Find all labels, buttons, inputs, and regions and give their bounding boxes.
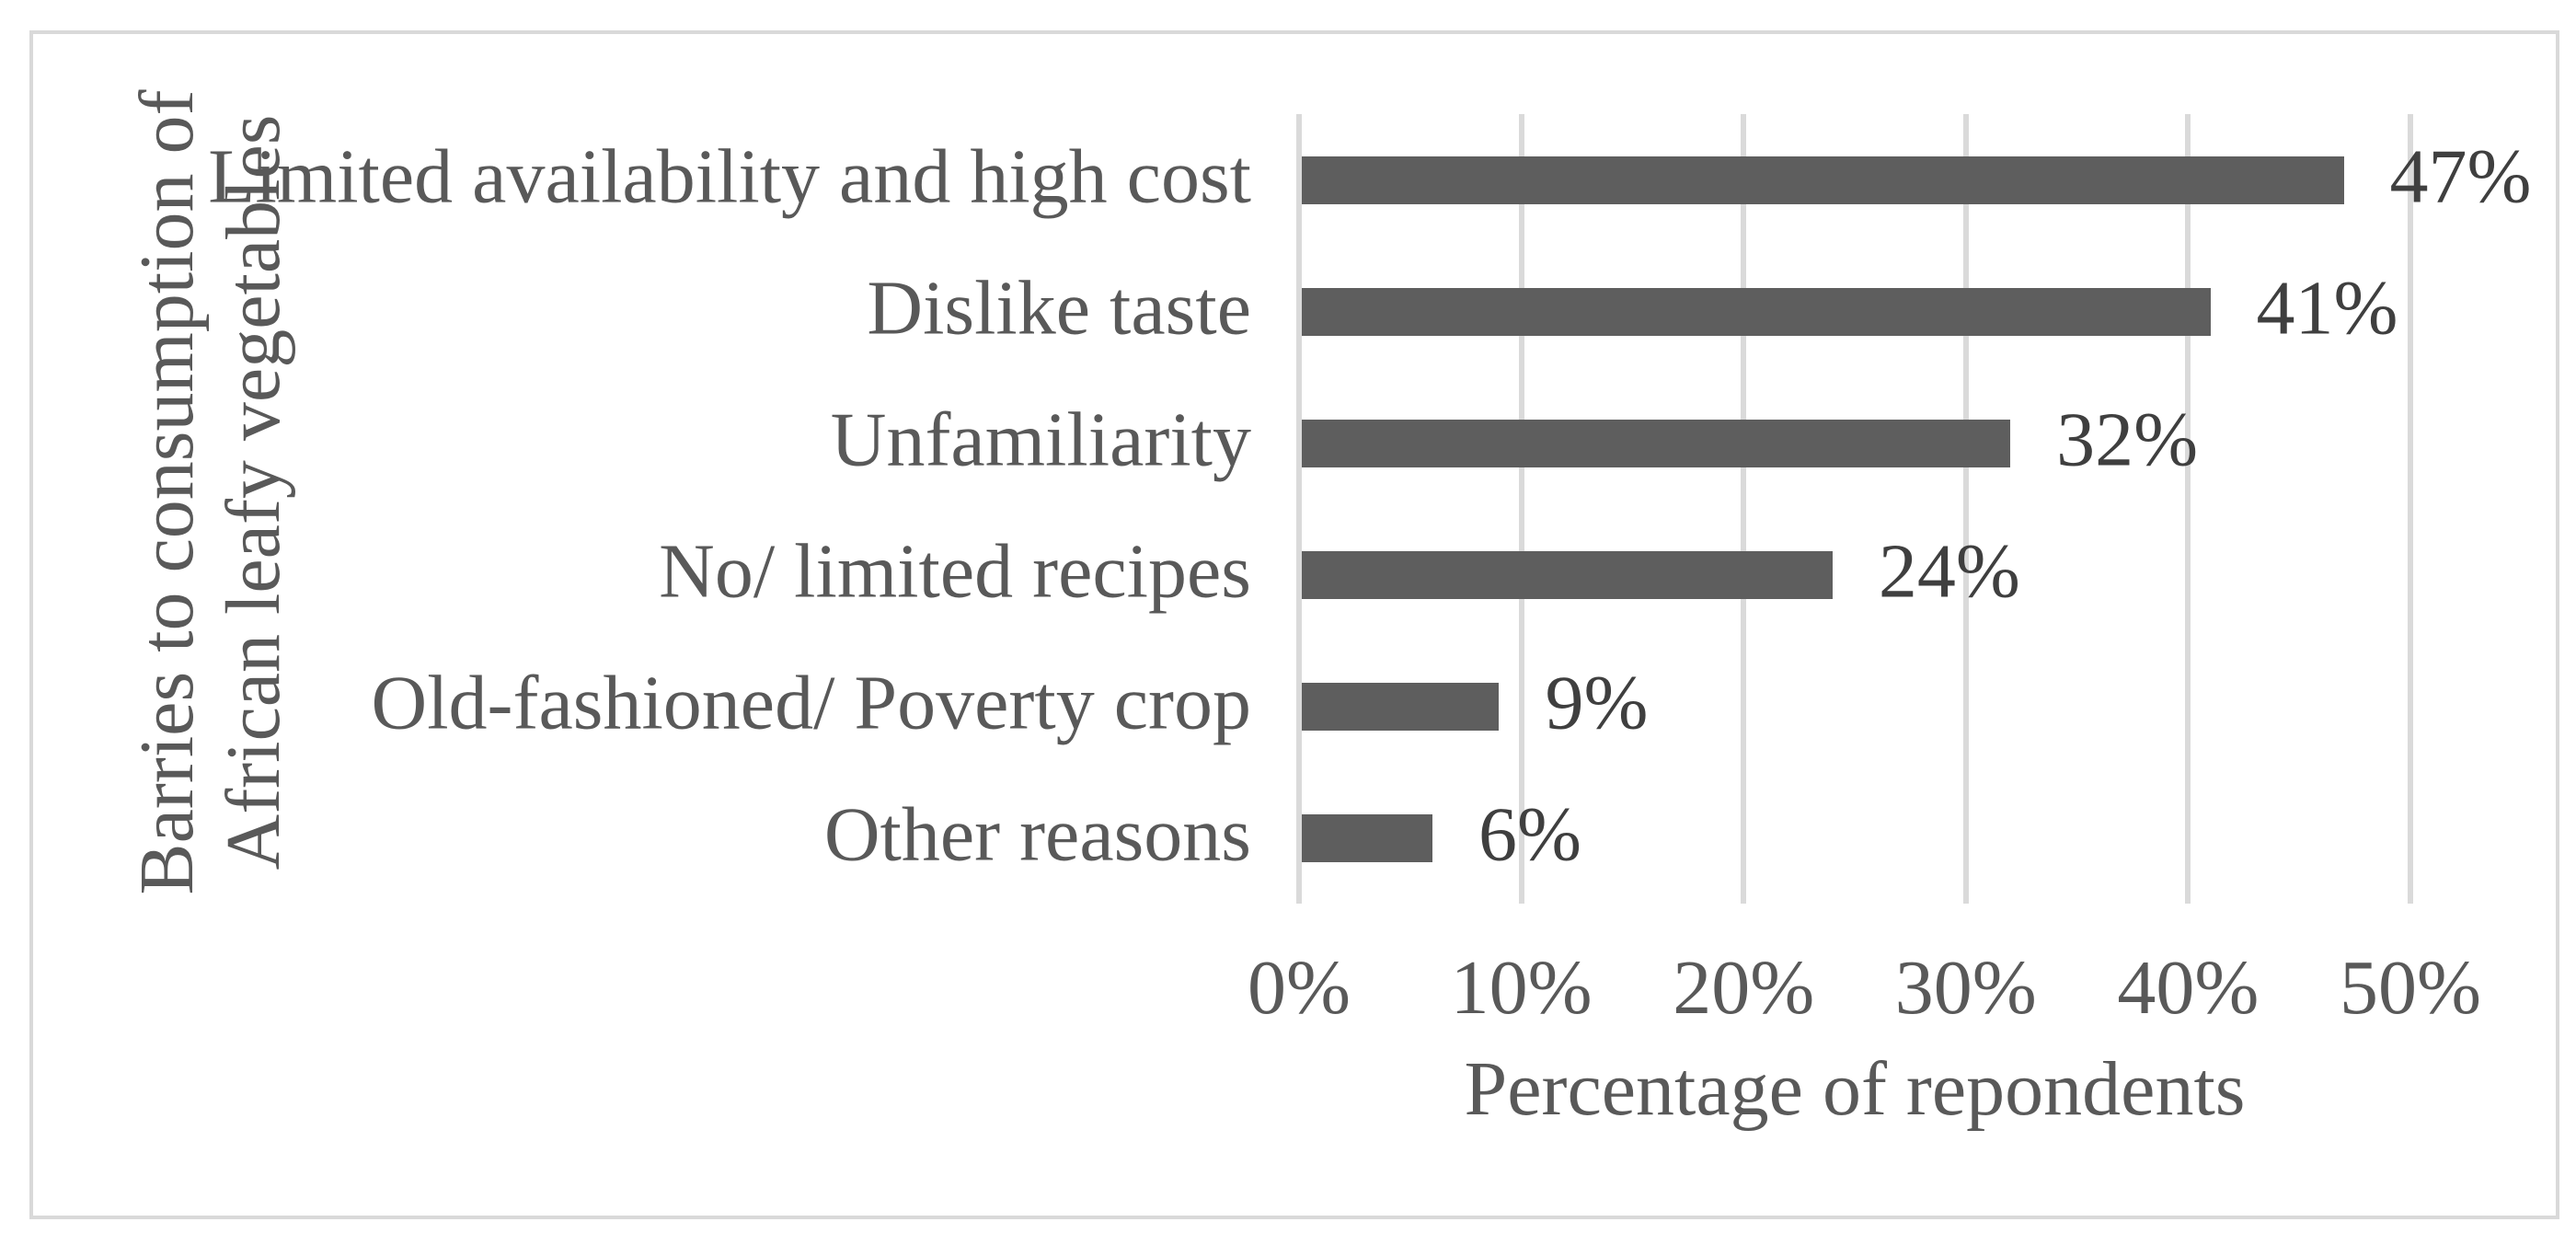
x-tick-label-20%: 20% [1673,945,1815,1031]
gridline-30% [1962,114,1969,904]
gridline-0% [1296,114,1302,904]
bar-6% [1302,813,1432,862]
value-label: 9% [1545,660,1649,746]
bar-47% [1302,156,2344,204]
category-label: Other reasons [823,791,1251,878]
x-tick-label-30%: 30% [1894,945,2037,1031]
category-label: Unfamiliarity [830,397,1251,483]
y-axis-title: Barries to consumption of African leafy … [124,90,297,895]
x-axis-title: Percentage of repondents [1464,1046,2246,1132]
x-tick-label-10%: 10% [1450,945,1593,1031]
value-label: 47% [2389,133,2532,220]
category-label: Dislike taste [867,265,1251,352]
gridline-40% [2185,114,2191,904]
x-tick-label-0%: 0% [1248,945,1351,1031]
gridline-20% [1741,114,1747,904]
bar-9% [1302,682,1500,731]
bar-32% [1302,419,2011,467]
value-label: 41% [2256,265,2398,352]
category-label: Limited availability and high cost [208,133,1251,220]
value-label: 32% [2056,397,2199,483]
value-label: 6% [1478,791,1581,878]
y-axis-title-line-2: African leafy vegetables [211,114,296,870]
x-tick-label-50%: 50% [2340,945,2481,1031]
y-axis-title-line-1: Barries to consumption of [124,89,210,895]
bar-24% [1302,550,1833,599]
gridline-50% [2408,114,2413,904]
category-label: Old-fashioned/ Poverty crop [371,660,1251,746]
category-label: No/ limited recipes [659,528,1251,615]
x-tick-label-40%: 40% [2117,945,2260,1031]
value-label: 24% [1878,528,2020,615]
gridline-10% [1518,114,1524,904]
chart-border [29,30,2559,1219]
bar-41% [1302,287,2211,336]
